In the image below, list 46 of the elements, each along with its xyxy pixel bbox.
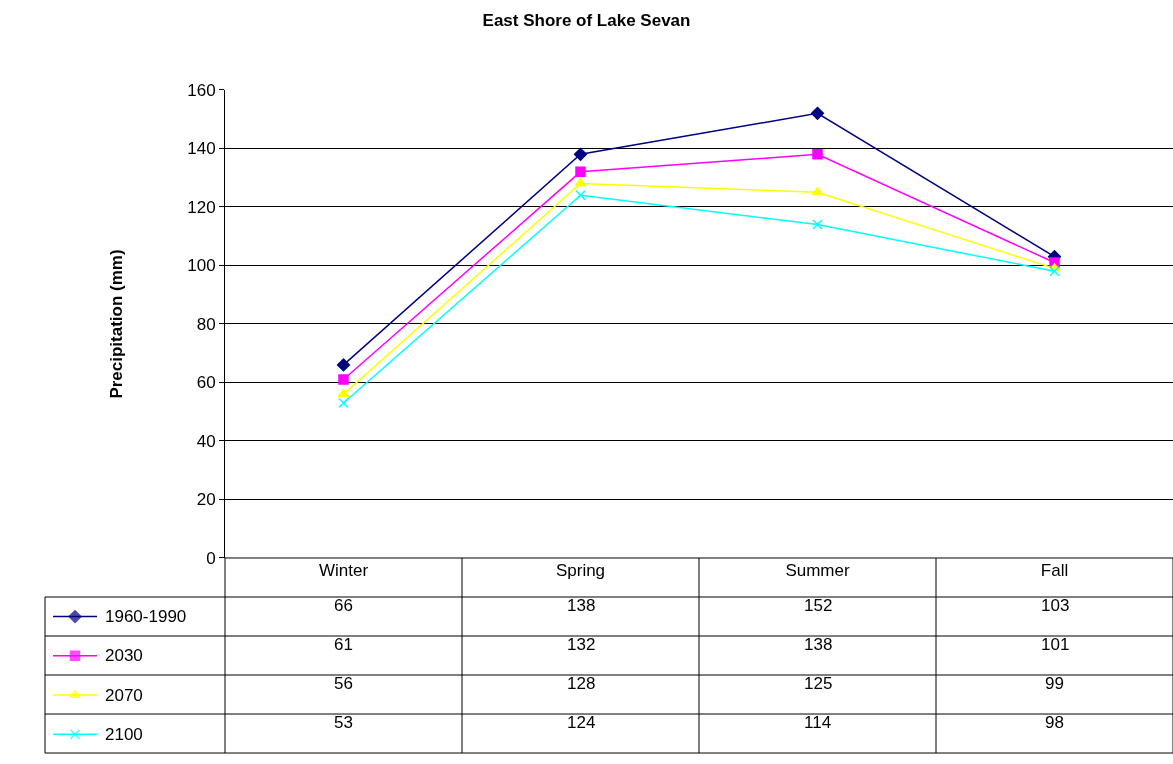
- y-tick-label: 20: [196, 490, 216, 510]
- y-tick-label: 140: [187, 139, 216, 159]
- data-label: 101: [1041, 635, 1070, 654]
- data-label: 128: [567, 674, 596, 693]
- x-tick-label: Winter: [318, 561, 369, 580]
- point: [575, 190, 586, 201]
- legend-label: 2030: [105, 646, 143, 665]
- data-label: 98: [1045, 713, 1064, 732]
- x-tick-label: Fall: [1040, 561, 1069, 580]
- data-label: 66: [334, 596, 353, 615]
- y-tick-label: 40: [196, 431, 216, 451]
- point: [812, 149, 823, 160]
- y-tick-label: 60: [196, 373, 216, 393]
- data-label: 124: [567, 713, 596, 732]
- data-label: 138: [804, 635, 833, 654]
- y-tick-label: 120: [187, 197, 216, 217]
- data-label: 103: [1041, 596, 1070, 615]
- legend-label: 1960-1990: [105, 607, 187, 626]
- data-label: 125: [804, 674, 833, 693]
- data-label: 56: [334, 674, 353, 693]
- y-tick-label: 80: [196, 314, 216, 334]
- data-label: 152: [804, 596, 833, 615]
- point: [573, 147, 588, 161]
- point: [575, 166, 586, 178]
- data-label: 132: [567, 635, 596, 654]
- x-tick-label: Summer: [785, 561, 850, 580]
- point: [810, 106, 825, 120]
- point: [338, 397, 349, 409]
- x-tick-label: Spring: [555, 561, 606, 580]
- y-tick-label: 100: [187, 256, 216, 276]
- data-label: 61: [334, 635, 353, 654]
- data-label: 114: [804, 713, 832, 732]
- legend-label: 2070: [105, 686, 143, 705]
- y-axis-title: Precipitation (mm): [106, 249, 126, 399]
- point: [336, 358, 351, 372]
- y-tick-label: 160: [187, 80, 216, 100]
- point: [812, 219, 823, 230]
- data-label: 99: [1045, 674, 1064, 693]
- point: [337, 388, 350, 398]
- point: [338, 374, 349, 385]
- point: [1049, 266, 1060, 277]
- data-label: 138: [567, 596, 596, 615]
- chart-title: East Shore of Lake Sevan: [482, 10, 691, 30]
- y-tick-label: 0: [206, 548, 216, 568]
- legend-label: 2100: [105, 725, 143, 744]
- data-label: 53: [334, 713, 353, 732]
